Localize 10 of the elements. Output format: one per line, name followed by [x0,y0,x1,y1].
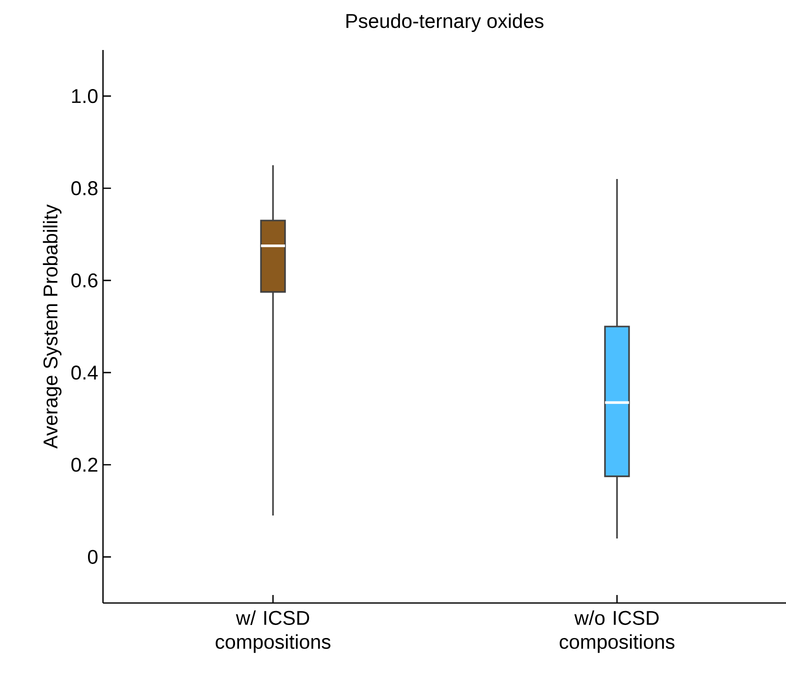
y-tick-label: 0.2 [71,458,98,472]
x-tick-label: w/o ICSD compositions [560,610,674,653]
y-tick-label: 1.0 [72,89,98,104]
y-tick-label: 0.8 [71,181,98,196]
chart-title: Pseudo-ternary oxides [346,13,544,32]
x-tick-label: w/ ICSD compositions [216,610,330,653]
y-tick-label: 0.4 [71,366,98,380]
y-axis-title: Average System Probability [42,204,62,449]
y-tick-label: 0.6 [71,273,98,288]
y-tick-label: 0 [88,550,98,564]
